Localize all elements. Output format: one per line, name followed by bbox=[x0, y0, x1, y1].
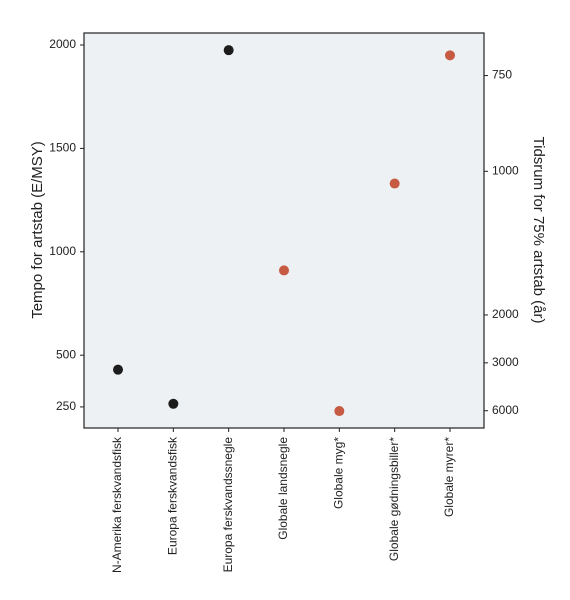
point bbox=[168, 398, 179, 409]
x-tick-label: Globale myg* bbox=[332, 437, 346, 509]
y-tick-label: 250 bbox=[56, 399, 76, 413]
x-tick-label: Europa ferskvandssnegle bbox=[221, 437, 235, 573]
x-tick-label: Globale landsnegle bbox=[276, 437, 290, 540]
x-tick-label: N-Amerika ferskvandsfisk bbox=[110, 436, 124, 573]
y-tick-label: 1000 bbox=[49, 244, 76, 258]
x-tick-label: Globale gødningsbiller* bbox=[387, 437, 401, 561]
plot-area bbox=[83, 32, 485, 429]
x-tick-label: Europa ferskvandsfisk bbox=[166, 436, 180, 555]
y2-tick-label: 6000 bbox=[492, 403, 519, 417]
point bbox=[389, 178, 400, 189]
point bbox=[223, 45, 234, 56]
y-tick-label: 500 bbox=[56, 347, 76, 361]
point bbox=[113, 364, 123, 375]
y2-tick-label: 1000 bbox=[492, 163, 519, 177]
point bbox=[334, 406, 345, 417]
point bbox=[445, 50, 455, 61]
y2-tick-label: 3000 bbox=[492, 355, 519, 369]
y-tick-label: 1500 bbox=[49, 141, 76, 155]
x-tick-label: Globale myrer* bbox=[442, 437, 456, 517]
y2-tick-label: 750 bbox=[492, 68, 512, 82]
y-tick-label: 2000 bbox=[49, 37, 76, 51]
point bbox=[279, 265, 289, 276]
y-axis-label: Tempo for artstab (E/MSY) bbox=[29, 141, 46, 319]
y2-axis-label: Tidsrum for 75% artstab (år) bbox=[530, 137, 547, 324]
y2-tick-label: 2000 bbox=[492, 307, 519, 321]
